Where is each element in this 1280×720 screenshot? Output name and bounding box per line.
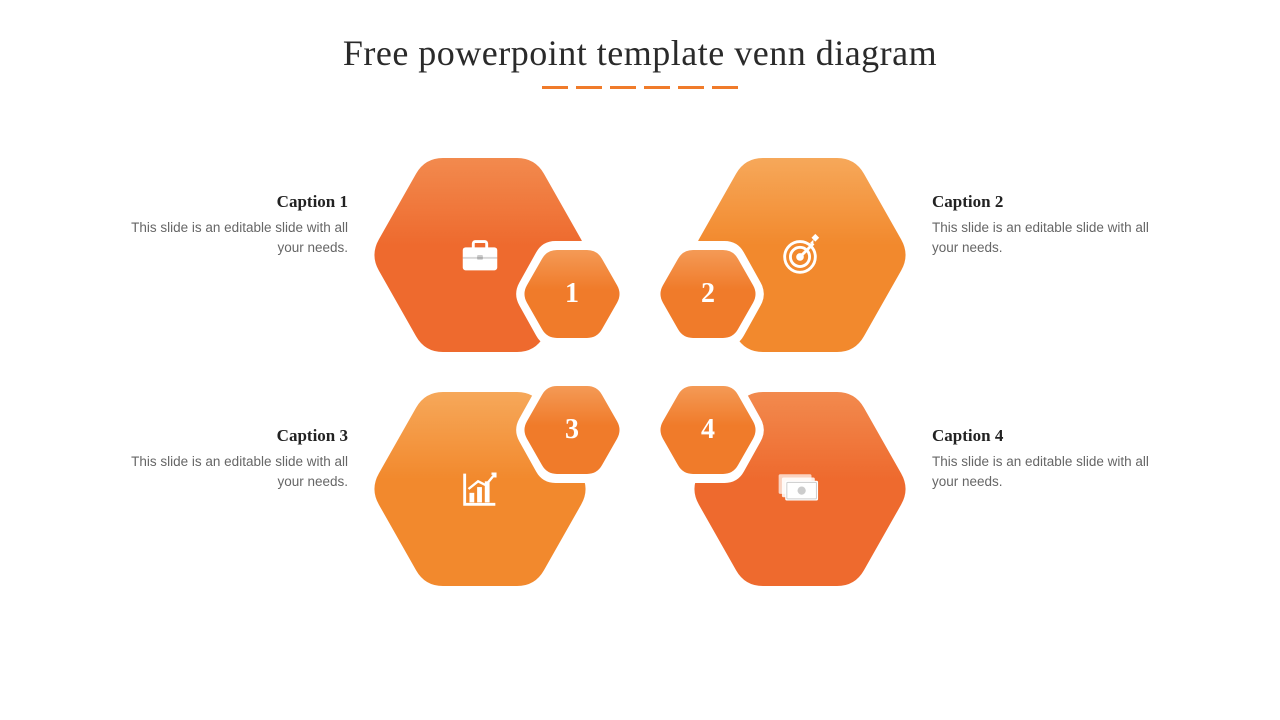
number-2: 2 [658,250,758,338]
caption-4: Caption 4 This slide is an editable slide… [932,426,1162,491]
caption-title-4: Caption 4 [932,426,1162,446]
caption-title-2: Caption 2 [932,192,1162,212]
caption-1: Caption 1 This slide is an editable slide… [118,192,348,257]
money-icon [777,466,823,512]
number-1: 1 [522,250,622,338]
bar-chart-icon [457,466,503,512]
caption-title-1: Caption 1 [118,192,348,212]
caption-title-3: Caption 3 [118,426,348,446]
caption-desc-4: This slide is an editable slide with all… [932,452,1162,491]
diagram-stage: 1 2 [0,0,1280,720]
caption-desc-2: This slide is an editable slide with all… [932,218,1162,257]
briefcase-icon [457,232,503,278]
caption-desc-1: This slide is an editable slide with all… [118,218,348,257]
target-icon [777,232,823,278]
number-3: 3 [522,386,622,474]
number-4: 4 [658,386,758,474]
caption-desc-3: This slide is an editable slide with all… [118,452,348,491]
caption-3: Caption 3 This slide is an editable slide… [118,426,348,491]
caption-2: Caption 2 This slide is an editable slide… [932,192,1162,257]
